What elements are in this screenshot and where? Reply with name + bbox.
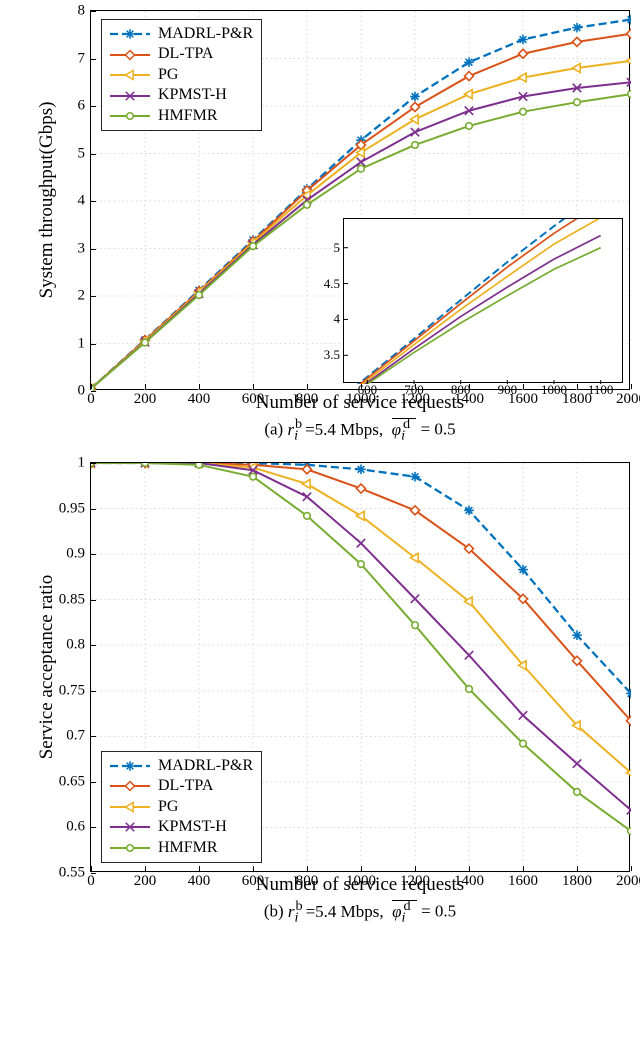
xtick-label: 0 [87, 873, 95, 890]
xtick-label: 1600 [508, 391, 538, 408]
xtick-label: 400 [188, 391, 211, 408]
subcaption-a-phi: φid [392, 420, 417, 439]
legend-swatch-dltpa [108, 48, 152, 62]
legend-label-dltpa: DL-TPA [158, 44, 213, 64]
legend-row-dltpa: DL-TPA [108, 776, 253, 796]
xtick-label: 1400 [454, 391, 484, 408]
inset-ytick-label: 3.5 [324, 347, 340, 363]
legend-row-madrl: MADRL-P&R [108, 756, 253, 776]
inset-a: 600700800900100011003.544.55 [343, 218, 623, 383]
ylabel-b: Service acceptance ratio [36, 575, 58, 760]
ytick-label: 0.9 [66, 546, 85, 563]
xtick-label: 2000 [616, 873, 640, 890]
ylabel-a: System throughput(Gbps) [36, 102, 58, 299]
legend-row-hmfmr: HMFMR [108, 106, 253, 126]
legend-label-pg: PG [158, 65, 178, 85]
inset-ytick-label: 5 [334, 240, 341, 256]
ytick-label: 0 [78, 383, 86, 400]
ytick-label: 1 [78, 455, 86, 472]
ytick-label: 2 [78, 288, 86, 305]
plot-area-b: Service acceptance ratio MADRL-P&RDL-TPA… [90, 462, 630, 872]
ytick-label: 0.8 [66, 637, 85, 654]
legend-row-kpmst: KPMST-H [108, 817, 253, 837]
legend-label-kpmst: KPMST-H [158, 817, 227, 837]
legend-label-hmfmr: HMFMR [158, 106, 218, 126]
legend-row-hmfmr: HMFMR [108, 838, 253, 858]
legend-swatch-hmfmr [108, 841, 152, 855]
subcaption-b: (b) rib=5.4 Mbps, φid = 0.5 [90, 898, 630, 926]
subcaption-b-eq: = 0.5 [417, 902, 456, 921]
legend-row-madrl: MADRL-P&R [108, 24, 253, 44]
xtick-label: 1800 [562, 873, 592, 890]
legend-swatch-kpmst [108, 820, 152, 834]
legend-row-dltpa: DL-TPA [108, 44, 253, 64]
legend-label-madrl: MADRL-P&R [158, 24, 253, 44]
xtick-label: 1000 [346, 391, 376, 408]
plot-area-a: System throughput(Gbps) 6007008009001000… [90, 10, 630, 390]
legend-swatch-hmfmr [108, 109, 152, 123]
legend-row-kpmst: KPMST-H [108, 85, 253, 105]
ytick-label: 4 [78, 193, 86, 210]
legend-swatch-kpmst [108, 89, 152, 103]
ytick-label: 7 [78, 50, 86, 67]
ytick-label: 8 [78, 3, 86, 20]
ytick-label: 0.75 [59, 682, 85, 699]
ytick-label: 0.85 [59, 591, 85, 608]
legend-swatch-dltpa [108, 779, 152, 793]
ytick-label: 0.55 [59, 865, 85, 882]
xtick-label: 800 [296, 391, 319, 408]
legend-label-dltpa: DL-TPA [158, 776, 213, 796]
ytick-label: 3 [78, 240, 86, 257]
xtick-label: 1600 [508, 873, 538, 890]
figure-a: System throughput(Gbps) 6007008009001000… [90, 10, 630, 444]
legend-row-pg: PG [108, 797, 253, 817]
ytick-label: 6 [78, 98, 86, 115]
legend-label-hmfmr: HMFMR [158, 838, 218, 858]
xtick-label: 1400 [454, 873, 484, 890]
xtick-label: 1200 [400, 873, 430, 890]
xtick-label: 600 [242, 391, 265, 408]
ytick-label: 0.95 [59, 500, 85, 517]
inset-ytick-label: 4 [334, 311, 341, 327]
legend-label-pg: PG [158, 797, 178, 817]
xtick-label: 600 [242, 873, 265, 890]
legend-swatch-madrl [108, 27, 152, 41]
subcaption-b-r: rib=5.4 Mbps, [288, 902, 388, 921]
subcaption-a: (a) rib=5.4 Mbps, φid = 0.5 [90, 416, 630, 444]
xtick-label: 1000 [346, 873, 376, 890]
ytick-label: 1 [78, 335, 86, 352]
legend-swatch-pg [108, 68, 152, 82]
xtick-label: 400 [188, 873, 211, 890]
page-root: System throughput(Gbps) 6007008009001000… [0, 0, 640, 936]
subcaption-b-prefix: (b) [264, 902, 288, 921]
legend-row-pg: PG [108, 65, 253, 85]
legend-label-kpmst: KPMST-H [158, 85, 227, 105]
ytick-label: 0.6 [66, 819, 85, 836]
inset-ytick-label: 4.5 [324, 276, 340, 292]
figure-b: Service acceptance ratio MADRL-P&RDL-TPA… [90, 462, 630, 926]
inset-a-svg [344, 219, 624, 384]
subcaption-a-eq: = 0.5 [416, 420, 455, 439]
legend-a: MADRL-P&RDL-TPAPGKPMST-HHMFMR [101, 19, 262, 131]
ytick-label: 0.65 [59, 773, 85, 790]
xtick-label: 0 [87, 391, 95, 408]
legend-label-madrl: MADRL-P&R [158, 756, 253, 776]
xtick-label: 200 [134, 391, 157, 408]
xtick-label: 800 [296, 873, 319, 890]
xtick-label: 1800 [562, 391, 592, 408]
legend-b: MADRL-P&RDL-TPAPGKPMST-HHMFMR [101, 751, 262, 863]
xtick-label: 2000 [616, 391, 640, 408]
legend-swatch-pg [108, 800, 152, 814]
legend-swatch-madrl [108, 759, 152, 773]
xtick-label: 1200 [400, 391, 430, 408]
subcaption-b-phi: φid [392, 902, 417, 921]
ytick-label: 0.7 [66, 728, 85, 745]
xtick-label: 200 [134, 873, 157, 890]
subcaption-a-r: rib=5.4 Mbps, [287, 420, 387, 439]
subcaption-a-prefix: (a) [264, 420, 287, 439]
ytick-label: 5 [78, 145, 86, 162]
